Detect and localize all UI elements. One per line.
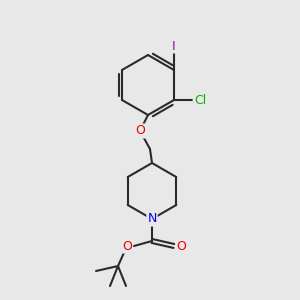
- Text: N: N: [147, 212, 157, 226]
- Text: O: O: [135, 124, 145, 137]
- Text: Cl: Cl: [194, 94, 206, 106]
- Text: O: O: [122, 239, 132, 253]
- Text: O: O: [176, 239, 186, 253]
- Text: I: I: [172, 40, 176, 52]
